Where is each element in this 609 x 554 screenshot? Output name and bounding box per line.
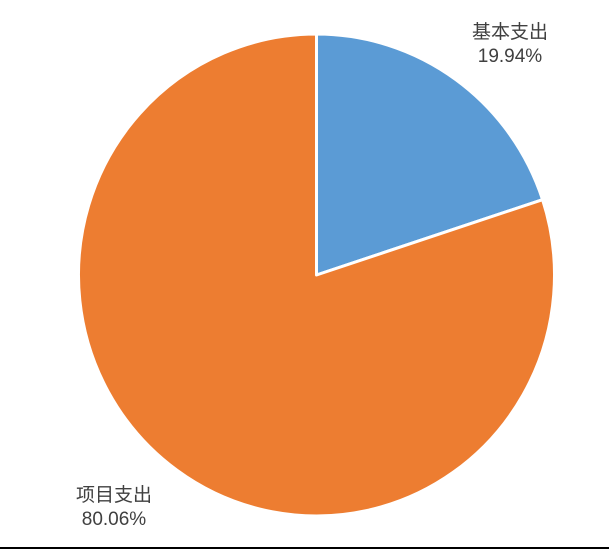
data-label-project-expenditure: 项目支出 80.06% (39, 484, 189, 532)
data-label-project-name: 项目支出 (75, 485, 152, 506)
data-label-project-percent: 80.06% (81, 509, 147, 530)
data-label-basic-name: 基本支出 (471, 22, 548, 43)
data-label-basic-expenditure: 基本支出 19.94% (435, 21, 585, 69)
pie-slice-0 (315, 32, 545, 277)
page-bottom-divider (0, 547, 609, 549)
pie-slice-1 (77, 32, 556, 518)
data-label-basic-percent: 19.94% (477, 46, 543, 67)
